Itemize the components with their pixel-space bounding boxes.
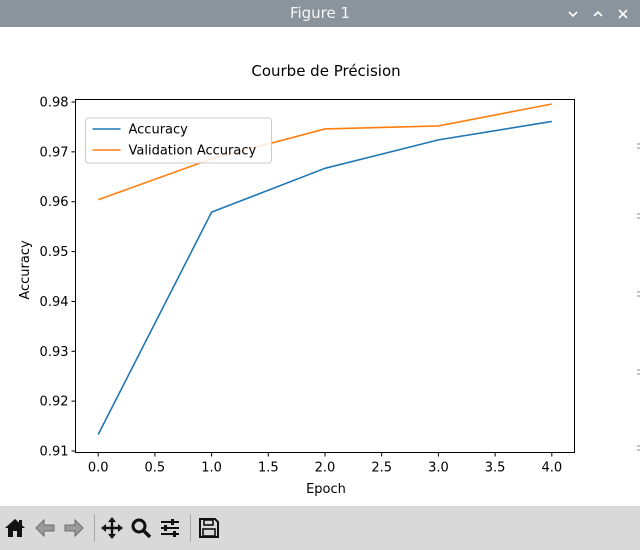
close-icon [618, 8, 628, 19]
x-axis: 0.0 0.5 1.0 1.5 2.0 2.5 3.0 3.5 4.0 [88, 452, 562, 476]
legend-label: Validation Accuracy [129, 144, 257, 159]
y-tick-label: 0.95 [40, 245, 69, 260]
series-group [97, 103, 552, 435]
x-tick-label: 0.5 [145, 461, 166, 476]
title-bar[interactable]: Figure 1 [0, 0, 640, 27]
x-tick-label: 4.0 [541, 461, 562, 476]
y-tick-label: 0.98 [40, 95, 69, 110]
x-tick-label: 2.0 [315, 461, 336, 476]
zoom-icon [131, 518, 152, 539]
minimize-button[interactable] [562, 0, 584, 27]
zoom-button[interactable] [129, 516, 153, 540]
x-tick-label: 3.5 [485, 461, 506, 476]
legend-label: Accuracy [129, 123, 189, 138]
figure-canvas[interactable]: Courbe de Précision 0.0 0.5 1.0 1.5 2.0 2.5 3.… [0, 27, 640, 532]
series-line-validation-accuracy [97, 103, 552, 201]
chart-title: Courbe de Précision [251, 62, 400, 80]
x-tick-label: 3.0 [428, 461, 449, 476]
y-tick-label: 0.94 [40, 295, 69, 310]
close-button[interactable] [612, 0, 634, 27]
toolbar-separator [94, 514, 95, 542]
sliders-icon [161, 519, 179, 537]
series-line-accuracy [97, 120, 552, 435]
x-tick-label: 2.5 [371, 461, 392, 476]
x-tick-label: 0.0 [88, 461, 109, 476]
x-axis-label: Epoch [306, 482, 346, 497]
line-chart: Courbe de Précision 0.0 0.5 1.0 1.5 2.0 2.5 3.… [18, 62, 575, 497]
pan-button[interactable] [100, 516, 124, 540]
y-axis: 0.91 0.92 0.93 0.94 0.95 0.96 0.97 0.98 [40, 95, 76, 460]
x-tick-label: 1.5 [258, 461, 279, 476]
home-icon [5, 519, 25, 537]
forward-arrow-icon [64, 518, 84, 538]
y-tick-label: 0.91 [40, 445, 69, 460]
y-tick-label: 0.97 [40, 145, 69, 160]
home-button[interactable] [3, 516, 27, 540]
window-edge [636, 54, 640, 532]
forward-button[interactable] [62, 516, 86, 540]
back-arrow-icon [35, 518, 55, 538]
move-icon [101, 517, 123, 539]
x-tick-label: 1.0 [201, 461, 222, 476]
save-icon [199, 518, 219, 538]
y-tick-label: 0.96 [40, 195, 69, 210]
save-button[interactable] [197, 516, 221, 540]
chevron-up-icon [593, 10, 603, 17]
toolbar-separator [190, 514, 191, 542]
window-title: Figure 1 [289, 4, 351, 22]
configure-subplots-button[interactable] [158, 516, 182, 540]
chevron-down-icon [568, 10, 578, 17]
navigation-toolbar [0, 506, 640, 550]
maximize-button[interactable] [587, 0, 609, 27]
y-tick-label: 0.93 [40, 345, 69, 360]
y-axis-label: Accuracy [18, 240, 33, 300]
legend-box [85, 117, 272, 164]
y-tick-label: 0.92 [40, 395, 69, 410]
legend: Accuracy Validation Accuracy [85, 117, 272, 164]
back-button[interactable] [33, 516, 57, 540]
